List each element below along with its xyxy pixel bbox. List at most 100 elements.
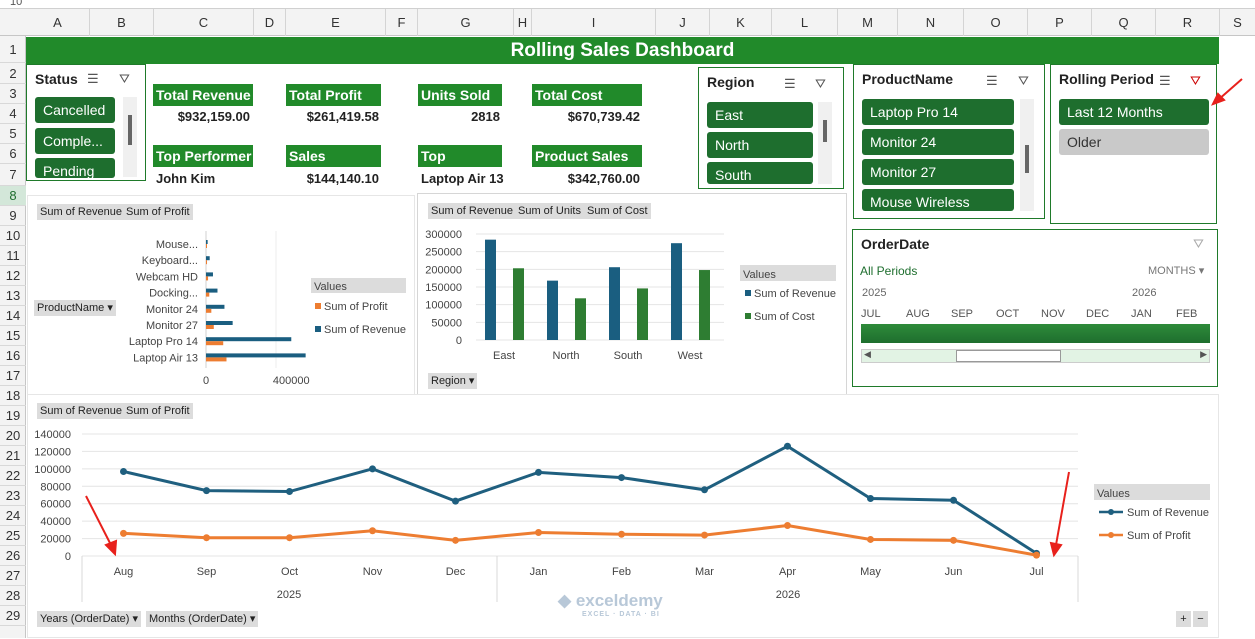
timeline-month[interactable]: OCT xyxy=(996,308,1020,320)
multi-select-icon[interactable]: ☰ xyxy=(784,76,796,91)
product-item-monitor-24[interactable]: Monitor 24 xyxy=(862,129,1014,155)
row-header-13[interactable]: 13 xyxy=(0,286,26,306)
row-header-5[interactable]: 5 xyxy=(0,124,26,144)
multi-select-icon[interactable]: ☰ xyxy=(87,71,99,86)
row-header-21[interactable]: 21 xyxy=(0,446,26,466)
row-header-9[interactable]: 9 xyxy=(0,206,26,226)
product-item-laptop-pro-14[interactable]: Laptop Pro 14 xyxy=(862,99,1014,125)
row-header-23[interactable]: 23 xyxy=(0,486,26,506)
column-header-M[interactable]: M xyxy=(838,9,898,36)
region-slicer[interactable]: Region ☰ ⛛ East North South xyxy=(698,67,844,189)
row-header-16[interactable]: 16 xyxy=(0,346,26,366)
column-header-E[interactable]: E xyxy=(286,9,386,36)
clear-filter-icon[interactable]: ⛛ xyxy=(1018,73,1029,88)
column-header-F[interactable]: F xyxy=(386,9,418,36)
column-header-Q[interactable]: Q xyxy=(1092,9,1156,36)
row-header-25[interactable]: 25 xyxy=(0,526,26,546)
column-header-B[interactable]: B xyxy=(90,9,154,36)
field-button-revenue[interactable]: Sum of Revenue xyxy=(37,204,125,220)
row-header-18[interactable]: 18 xyxy=(0,386,26,406)
region-chart[interactable]: Sum of Revenue Sum of Units Sum of Cost … xyxy=(417,193,847,398)
clear-filter-icon[interactable]: ⛛ xyxy=(815,76,826,91)
row-header-2[interactable]: 2 xyxy=(0,63,26,84)
product-chart[interactable]: Sum of Revenue Sum of Profit ProductName… xyxy=(27,195,415,397)
timeline-month[interactable]: JAN xyxy=(1131,308,1152,320)
row-header-19[interactable]: 19 xyxy=(0,406,26,426)
region-scrollbar[interactable] xyxy=(818,102,832,184)
column-header-K[interactable]: K xyxy=(710,9,772,36)
scroll-right-icon[interactable]: ▶ xyxy=(1200,349,1207,359)
row-header-12[interactable]: 12 xyxy=(0,266,26,286)
product-item-mouse-wireless[interactable]: Mouse Wireless xyxy=(862,189,1014,211)
product-slicer[interactable]: ProductName ☰ ⛛ Laptop Pro 14 Monitor 24… xyxy=(853,64,1045,219)
region-item-north[interactable]: North xyxy=(707,132,813,158)
row-header-20[interactable]: 20 xyxy=(0,426,26,446)
expand-button[interactable]: + xyxy=(1176,611,1191,627)
clear-filter-icon[interactable]: ⛛ xyxy=(119,71,130,86)
column-header-R[interactable]: R xyxy=(1156,9,1220,36)
timeline-selection-bar[interactable] xyxy=(861,324,1210,343)
axis-button-years[interactable]: Years (OrderDate) ▾ xyxy=(37,611,142,627)
rolling-period-slicer[interactable]: Rolling Period ☰ ⛛ Last 12 Months Older xyxy=(1050,64,1217,224)
field-button-profit[interactable]: Sum of Profit xyxy=(123,403,193,419)
clear-filter-icon[interactable]: ⛛ xyxy=(1190,73,1201,88)
row-header-6[interactable]: 6 xyxy=(0,144,26,164)
clear-filter-icon[interactable]: ⛛ xyxy=(1193,236,1204,251)
scroll-left-icon[interactable]: ◀ xyxy=(864,349,871,359)
timeline-scrollbar[interactable]: ◀ ▶ xyxy=(861,349,1210,363)
row-header-8[interactable]: 8 xyxy=(0,186,26,206)
column-header-I[interactable]: I xyxy=(532,9,656,36)
column-header-N[interactable]: N xyxy=(898,9,964,36)
region-item-south[interactable]: South xyxy=(707,162,813,184)
product-scrollbar[interactable] xyxy=(1020,99,1034,211)
row-header-17[interactable]: 17 xyxy=(0,366,26,386)
row-header-27[interactable]: 27 xyxy=(0,566,26,586)
timeline-month[interactable]: FEB xyxy=(1176,308,1198,320)
column-header-S[interactable]: S xyxy=(1220,9,1255,36)
status-item-cancelled[interactable]: Cancelled xyxy=(35,97,115,123)
product-item-monitor-27[interactable]: Monitor 27 xyxy=(862,159,1014,185)
row-header-1[interactable]: 1 xyxy=(0,36,26,63)
status-item-pending[interactable]: Pending xyxy=(35,158,115,178)
scroll-thumb[interactable] xyxy=(1025,145,1029,173)
row-header-7[interactable]: 7 xyxy=(0,164,26,186)
field-button-revenue[interactable]: Sum of Revenue xyxy=(428,203,516,219)
row-header-22[interactable]: 22 xyxy=(0,466,26,486)
row-header-26[interactable]: 26 xyxy=(0,546,26,566)
multi-select-icon[interactable]: ☰ xyxy=(1159,73,1171,88)
column-header-D[interactable]: D xyxy=(254,9,286,36)
multi-select-icon[interactable]: ☰ xyxy=(986,73,998,88)
row-header-4[interactable]: 4 xyxy=(0,104,26,124)
column-header-L[interactable]: L xyxy=(772,9,838,36)
scroll-thumb[interactable] xyxy=(823,120,827,142)
timeline-month[interactable]: JUL xyxy=(861,308,881,320)
column-header-G[interactable]: G xyxy=(418,9,514,36)
timeline-month[interactable]: NOV xyxy=(1041,308,1065,320)
period-item-older[interactable]: Older xyxy=(1059,129,1209,155)
column-header-J[interactable]: J xyxy=(656,9,710,36)
row-header-28[interactable]: 28 xyxy=(0,586,26,606)
timeline-month[interactable]: DEC xyxy=(1086,308,1110,320)
row-header-10[interactable]: 10 xyxy=(0,226,26,246)
row-header-29[interactable]: 29 xyxy=(0,606,26,626)
field-button-profit[interactable]: Sum of Profit xyxy=(123,204,193,220)
scroll-thumb[interactable] xyxy=(128,115,132,145)
field-button-cost[interactable]: Sum of Cost xyxy=(584,203,651,219)
column-header-H[interactable]: H xyxy=(514,9,532,36)
collapse-button[interactable]: − xyxy=(1193,611,1208,627)
row-header-11[interactable]: 11 xyxy=(0,246,26,266)
axis-button-region[interactable]: Region ▾ xyxy=(428,373,478,389)
trend-chart[interactable]: Sum of Revenue Sum of Profit Years (Orde… xyxy=(27,394,1219,638)
axis-button-productname[interactable]: ProductName ▾ xyxy=(34,300,116,316)
region-item-east[interactable]: East xyxy=(707,102,813,128)
timeline-month[interactable]: SEP xyxy=(951,308,974,320)
period-item-last-12-months[interactable]: Last 12 Months xyxy=(1059,99,1209,125)
name-box[interactable]: 10 xyxy=(10,0,23,8)
status-item-completed[interactable]: Comple... xyxy=(35,128,115,154)
row-header-15[interactable]: 15 xyxy=(0,326,26,346)
column-header-C[interactable]: C xyxy=(154,9,254,36)
column-header-O[interactable]: O xyxy=(964,9,1028,36)
timeline-unit-dropdown[interactable]: MONTHS ▾ xyxy=(1148,264,1204,277)
status-slicer[interactable]: Status ☰ ⛛ Cancelled Comple... Pending xyxy=(26,64,146,181)
timeline-scroll-thumb[interactable] xyxy=(956,350,1061,362)
